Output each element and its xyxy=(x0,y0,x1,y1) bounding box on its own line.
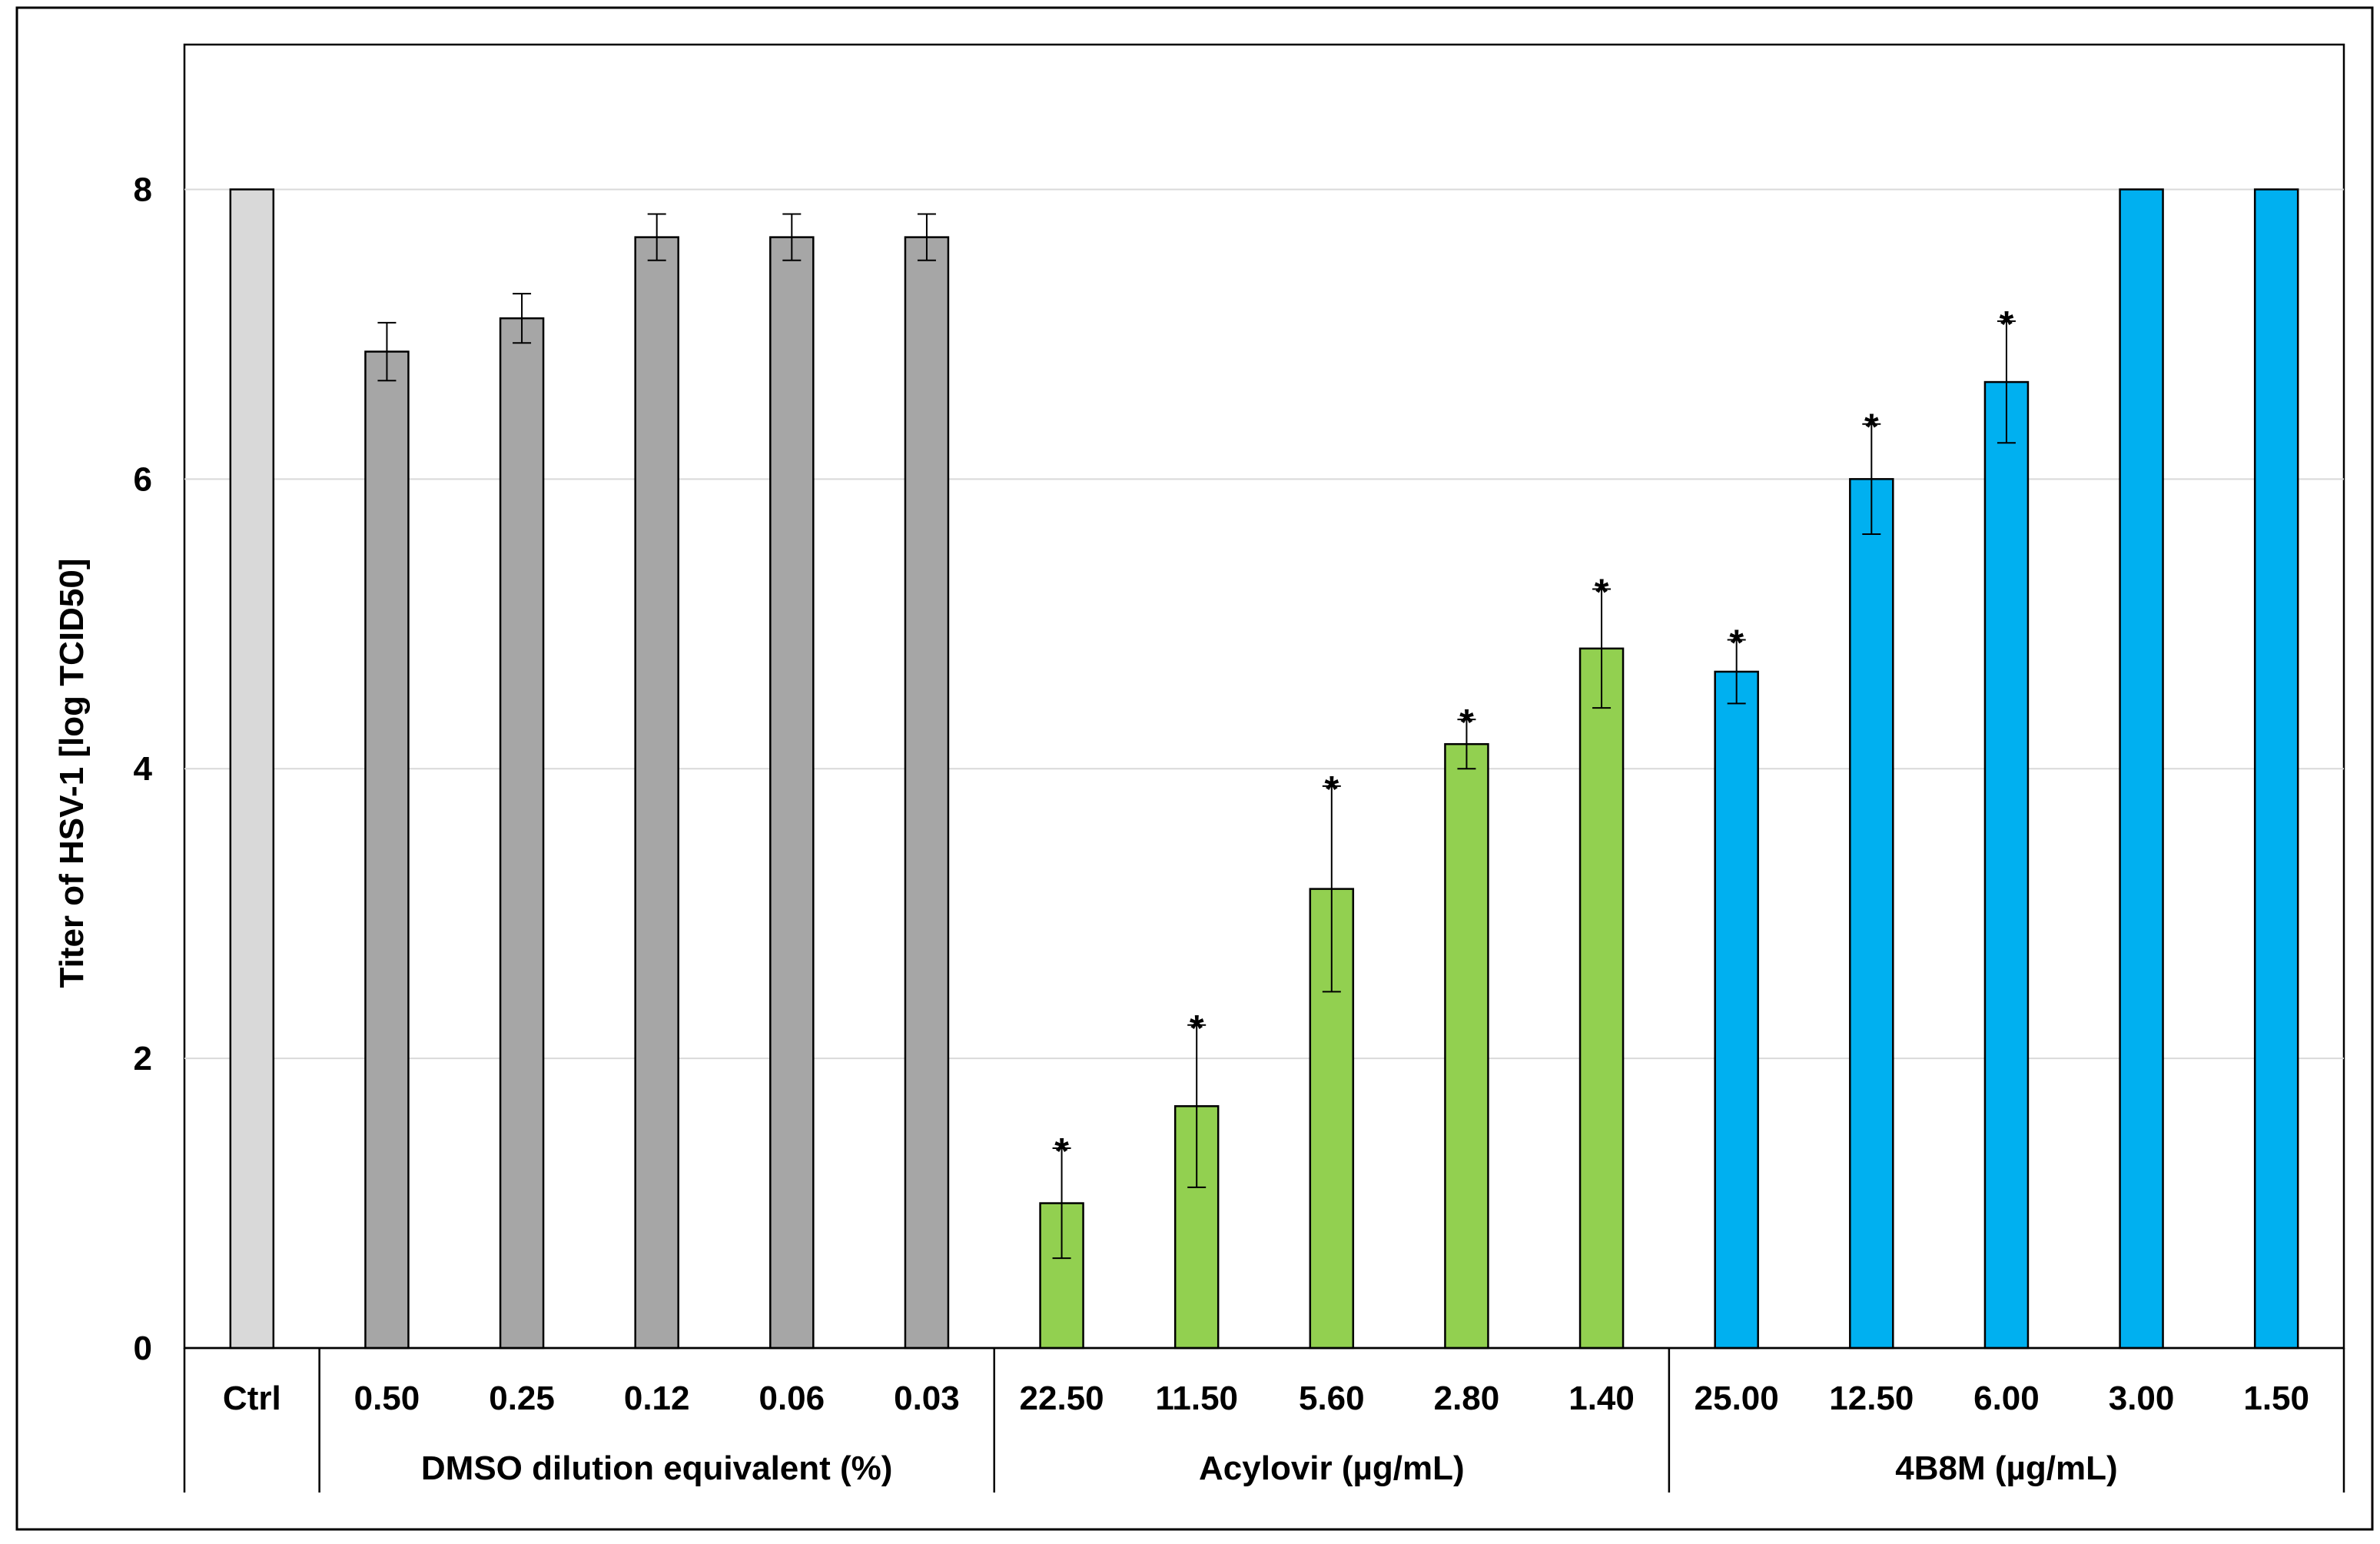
category-label: Ctrl xyxy=(223,1380,281,1417)
y-tick-label: 0 xyxy=(134,1330,152,1367)
category-label: 0.50 xyxy=(354,1380,420,1417)
category-axis: Ctrl 0.50 0.25 0.12 0.06 0.03 22.50 11.50 5.60 2.… xyxy=(183,1346,2345,1493)
category-label: 1.50 xyxy=(2243,1380,2309,1417)
bar xyxy=(904,236,950,1350)
group-label: DMSO dilution equivalent (%) xyxy=(421,1449,893,1487)
significance-star: * xyxy=(1054,1131,1069,1172)
bar xyxy=(2253,188,2299,1350)
category-label: 5.60 xyxy=(1299,1380,1365,1417)
category-label: 0.06 xyxy=(758,1380,825,1417)
significance-star: * xyxy=(2000,304,2014,345)
significance-star: * xyxy=(1190,1008,1204,1049)
y-tick-label: 4 xyxy=(134,750,153,788)
bar xyxy=(1714,670,1759,1350)
category-label: 11.50 xyxy=(1155,1380,1238,1417)
bar xyxy=(499,317,545,1350)
category-label: 6.00 xyxy=(1973,1380,2040,1417)
gridlines xyxy=(184,188,2344,1060)
y-axis-ticks: 0 2 4 6 8 xyxy=(134,171,153,1367)
bar xyxy=(229,188,275,1350)
significance-star: * xyxy=(1459,702,1474,743)
category-label: 0.12 xyxy=(624,1380,690,1417)
group-label: 4B8M (µg/mL) xyxy=(1895,1449,2117,1487)
bars xyxy=(229,188,2299,1350)
significance-star: * xyxy=(1324,769,1339,810)
bar xyxy=(1444,742,1489,1350)
category-label: 3.00 xyxy=(2109,1380,2175,1417)
error-bars xyxy=(377,213,2016,1260)
significance-star: * xyxy=(1595,573,1609,613)
bar xyxy=(1578,647,1625,1350)
bar xyxy=(2119,188,2164,1350)
bar xyxy=(769,236,815,1350)
significance-star: * xyxy=(1729,623,1744,664)
category-label: 0.03 xyxy=(894,1380,960,1417)
significance-markers: * * * * * * * * xyxy=(1054,304,2013,1172)
y-tick-label: 8 xyxy=(134,171,152,208)
y-tick-label: 2 xyxy=(134,1040,152,1077)
category-label: 1.40 xyxy=(1568,1380,1635,1417)
y-axis-label: Titer of HSV-1 [log TCID50] xyxy=(53,558,91,988)
bar xyxy=(1983,380,2030,1350)
category-label: 2.80 xyxy=(1434,1380,1500,1417)
y-tick-label: 6 xyxy=(134,460,152,498)
significance-star: * xyxy=(1864,407,1879,448)
category-label: 12.50 xyxy=(1829,1380,1914,1417)
category-label: 0.25 xyxy=(489,1380,555,1417)
bar xyxy=(364,350,410,1350)
bar xyxy=(1849,478,1894,1350)
bar xyxy=(634,236,679,1350)
group-label: Acylovir (µg/mL) xyxy=(1199,1449,1465,1487)
category-label: 22.50 xyxy=(1020,1380,1104,1417)
category-label: 25.00 xyxy=(1695,1380,1779,1417)
